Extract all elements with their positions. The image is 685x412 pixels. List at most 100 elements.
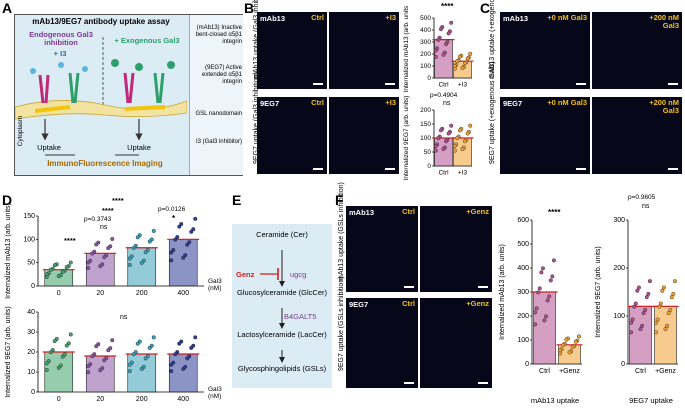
data-point [98, 368, 103, 373]
data-point [173, 237, 178, 242]
scale-bar [576, 83, 586, 85]
data-point [433, 54, 438, 59]
legend-mab13: (mAb13) Inactive bent-closed α5β1 integr… [195, 25, 242, 45]
data-point [181, 366, 186, 371]
y-tick-label: 200 [613, 265, 625, 272]
y-axis-label: Internalized 9EG7 (arb. units) [403, 96, 410, 181]
bar [127, 353, 157, 393]
y-axis-label: Internalized mAb13 (arb. units) [5, 203, 12, 299]
y-tick-label: 400 [517, 265, 529, 272]
data-point [671, 291, 676, 296]
y-tick-label: 100 [23, 236, 35, 243]
data-point [668, 307, 673, 312]
f-micrograph-mab13-genz: +Genz [420, 206, 492, 292]
data-point [52, 339, 57, 344]
micrograph-condition-label: +200 nM Gal3 [649, 98, 679, 115]
data-point [48, 350, 53, 355]
data-point [110, 338, 115, 343]
data-point [542, 318, 547, 323]
x-tick-label: +Genz [655, 368, 676, 375]
uptake-left-label: Uptake [37, 143, 61, 152]
bar [168, 239, 198, 287]
data-point [551, 258, 556, 263]
panel-label-e: E [232, 192, 242, 208]
f-micrograph-mab13-ctrl: mAb13 Ctrl [346, 206, 418, 292]
data-point [438, 128, 443, 133]
legend-9eg7: (9EG7) Active extended α5β1 integrin [202, 65, 242, 85]
data-point [550, 274, 555, 279]
y-tick-label: 100 [420, 63, 431, 70]
data-point [545, 298, 550, 303]
data-point [433, 48, 438, 53]
scale-bar [668, 83, 678, 85]
data-point [468, 51, 473, 56]
y-axis-label: Internalized mAb13 (arb. units) [499, 244, 506, 340]
y-axis-label: Internalized 9EG7 (arb. units) [595, 246, 602, 337]
data-point [570, 345, 575, 350]
x-tick-label: +I3 [458, 170, 468, 177]
data-point [110, 236, 115, 241]
data-point [48, 267, 53, 272]
micrograph-antibody-label: mAb13 [503, 14, 529, 23]
x-tick-label: 0 [57, 396, 61, 403]
y-tick-label: 20 [27, 349, 35, 356]
chart-f-internalized-9eg7: 0 100 200 300 Internalized 9EG7 (arb. units)… [595, 217, 679, 375]
data-point [660, 288, 665, 293]
f-row-top-label: mAb13 uptake (GSLs inhibition) [338, 182, 345, 281]
y-tick-label: 0 [31, 283, 35, 290]
micrograph-condition-label: +200 nM Gal3 [649, 13, 679, 30]
micrograph-antibody-label: 9EG7 [260, 99, 280, 108]
schematic-title: mAb13/9EG7 antibody uptake assay [32, 17, 170, 26]
data-point [540, 266, 545, 271]
data-point [544, 314, 549, 319]
y-tick-label: 30 [27, 329, 35, 336]
y-tick-label: 100 [517, 337, 529, 344]
data-point [444, 42, 449, 47]
c-micrograph-mab13-200nm: +200 nM Gal3 [592, 12, 682, 89]
chart-d-internalized-9eg7: 0 10 20 30 40 Internalized 9EG7 (arb. units) 0… [5, 306, 204, 403]
data-point [143, 250, 148, 255]
gsl-biosynthesis-pathway: Ceramide (Cer) Genz ugcg Glucosylceramid… [232, 224, 332, 388]
data-point [169, 369, 174, 374]
data-point [441, 147, 446, 152]
data-point [94, 344, 99, 349]
micrograph-condition-label: Ctrl [311, 98, 324, 107]
d-ns-20-200: ns [100, 224, 108, 231]
data-point [669, 295, 674, 300]
x-tick-label: 20 [96, 290, 104, 297]
data-point [463, 139, 468, 144]
data-point [151, 228, 156, 233]
y-tick-label: 50 [424, 149, 432, 156]
data-point [139, 260, 144, 265]
data-point [139, 366, 144, 371]
data-point [135, 235, 140, 240]
b-bottom-p-value: p=0.4904 [430, 92, 458, 99]
y-tick-label: 50 [27, 260, 35, 267]
chart-d-internalized-mab13: 0 50 100 150 Internalized mAb13 (arb. units)… [5, 203, 204, 299]
data-point [533, 322, 538, 327]
data-point [576, 334, 581, 339]
data-point [658, 301, 663, 306]
data-point [90, 251, 95, 256]
b-micrograph-mab13-i3: +I3 [329, 12, 399, 89]
data-point [558, 348, 563, 353]
b-micrograph-9eg7-i3: +I3 [329, 97, 399, 174]
bar [44, 351, 74, 393]
x-tick-label: 200 [136, 396, 148, 403]
data-point [68, 260, 73, 265]
data-point [463, 61, 468, 66]
scale-bar [478, 286, 488, 288]
x-tick-label: Ctrl [438, 82, 449, 89]
bar [85, 253, 115, 287]
panel-label-f: F [335, 192, 344, 208]
y-tick-label: 100 [420, 135, 431, 142]
scale-bar [385, 83, 395, 85]
ceramide-node: Ceramide (Cer) [256, 230, 308, 239]
y-tick-label: 600 [517, 217, 529, 224]
data-point [465, 56, 470, 61]
chart-f-internalized-mab13: 0 100 200 300 400 500 600 Internalized mAb13 (a… [499, 217, 583, 375]
schematic-uptake-assay: mAb13/9EG7 antibody uptake assay Endogen… [14, 14, 243, 176]
data-point [441, 52, 446, 57]
data-point [452, 63, 457, 68]
data-point [633, 301, 638, 306]
